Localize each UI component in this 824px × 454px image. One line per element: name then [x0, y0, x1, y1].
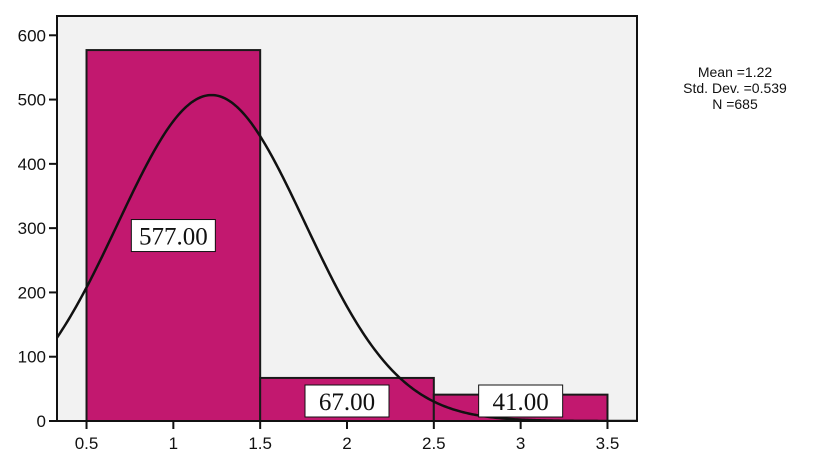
- x-tick-label-4: 2.5: [422, 434, 446, 453]
- n-stat: N =685: [712, 96, 758, 112]
- x-tick-label-2: 1.5: [248, 434, 272, 453]
- mean-stat: Mean =1.22: [697, 64, 773, 80]
- x-tick-label-3: 2: [342, 434, 351, 453]
- bar-value-text-1: 577.00: [139, 224, 208, 251]
- bar-value-text-2: 67.00: [319, 389, 375, 416]
- x-tick-label-0: 0.5: [75, 434, 99, 453]
- y-tick-label-2: 200: [18, 283, 46, 302]
- bar-value-box-3: [478, 384, 564, 418]
- y-tick-label-4: 400: [18, 155, 46, 174]
- x-tick-label-6: 3.5: [596, 434, 620, 453]
- bar-value-label-2: 67.00: [304, 384, 390, 418]
- y-tick-label-1: 100: [18, 348, 46, 367]
- statistics-box: Mean =1.22 Std. Dev. =0.539 N =685: [660, 64, 810, 112]
- y-tick-label-6: 600: [18, 26, 46, 45]
- bar-value-label-3: 41.00: [478, 384, 564, 418]
- bar-value-text-3: 41.00: [493, 389, 549, 416]
- x-tick-label-1: 1: [169, 434, 178, 453]
- y-tick-label-5: 500: [18, 91, 46, 110]
- x-tick-label-5: 3: [516, 434, 525, 453]
- y-tick-label-3: 300: [18, 219, 46, 238]
- std-dev-stat: Std. Dev. =0.539: [683, 80, 787, 96]
- bar-value-box-2: [304, 384, 390, 418]
- y-tick-label-0: 0: [37, 412, 46, 431]
- bar-value-box-1: [130, 219, 216, 253]
- bar-value-label-1: 577.00: [130, 219, 216, 253]
